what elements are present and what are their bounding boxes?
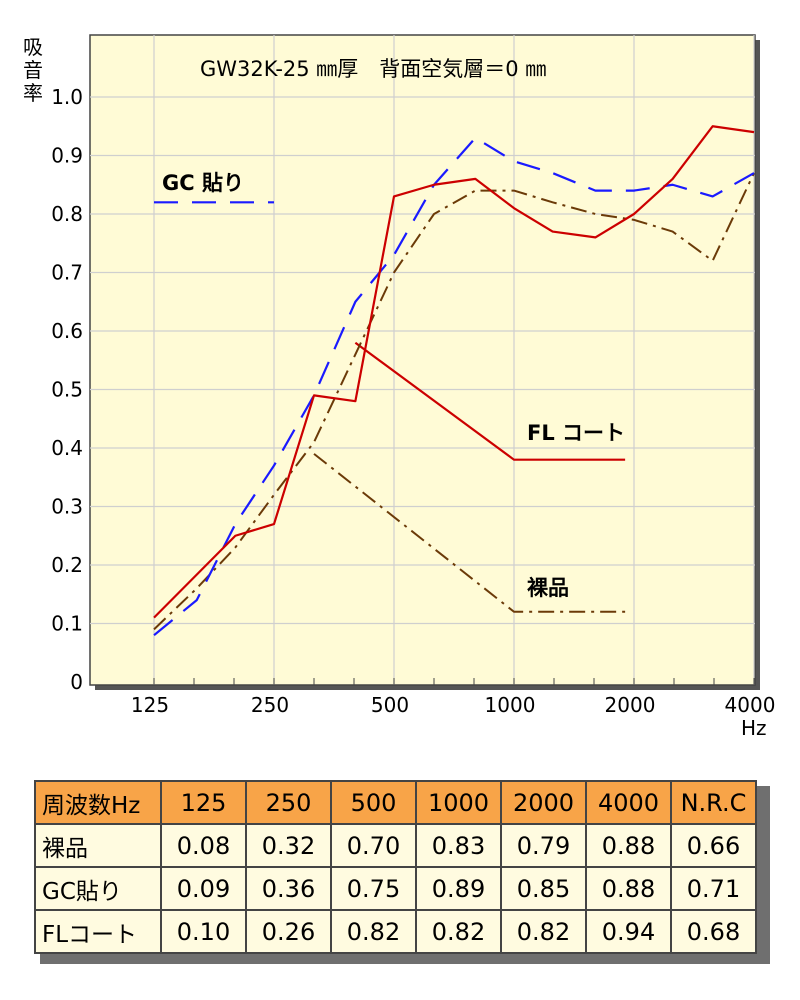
- y-axis-label-char: 率: [23, 81, 43, 105]
- y-axis-label-char: 音: [23, 58, 43, 82]
- row-label: FLコート: [34, 909, 162, 954]
- x-tick-label: 500: [371, 693, 409, 717]
- table-cell: 0.83: [415, 823, 502, 868]
- y-tick-label: 0.9: [51, 144, 83, 168]
- header-cell: 周波数Hz: [34, 780, 162, 825]
- table-cell: 0.08: [160, 823, 247, 868]
- table-cell: 0.68: [670, 909, 757, 954]
- table-cell: 0.71: [670, 866, 757, 911]
- absorption-table: 周波数Hz 125 250 500 1000 2000 4000 N.R.C 裸…: [34, 780, 757, 954]
- series-lines: [153, 125, 755, 637]
- y-axis-label: 吸音率: [22, 36, 44, 105]
- header-cell: 2000: [500, 780, 587, 825]
- table-cell: 0.94: [585, 909, 672, 954]
- x-axis-ticks: 125 250 500 1000 2000 4000: [131, 693, 776, 717]
- y-tick-label: 0.1: [51, 612, 83, 636]
- y-tick-label: 0.5: [51, 378, 83, 402]
- table-header-row: 周波数Hz 125 250 500 1000 2000 4000 N.R.C: [34, 780, 757, 825]
- y-tick-label: 0.2: [51, 553, 83, 577]
- table-cell: 0.70: [330, 823, 417, 868]
- x-tick-label: 1000: [485, 693, 536, 717]
- header-cell: 500: [330, 780, 417, 825]
- table-cell: 0.88: [585, 823, 672, 868]
- y-tick-label: 0: [70, 670, 83, 694]
- table-cell: 0.75: [330, 866, 417, 911]
- table-cell: 0.10: [160, 909, 247, 954]
- x-tick-label: 250: [251, 693, 289, 717]
- table-cell: 0.66: [670, 823, 757, 868]
- table-row: FLコート 0.10 0.26 0.82 0.82 0.82 0.94 0.68: [34, 909, 757, 954]
- y-tick-label: 0.3: [51, 495, 83, 519]
- x-axis-unit: Hz: [741, 716, 767, 740]
- table-cell: 0.82: [415, 909, 502, 954]
- table-row: 裸品 0.08 0.32 0.70 0.83 0.79 0.88 0.66: [34, 823, 757, 868]
- annotation-gc: GC 貼り: [162, 171, 244, 195]
- header-cell: 125: [160, 780, 247, 825]
- y-tick-label: 1.0: [51, 85, 83, 109]
- annotation-bare: 裸品: [527, 576, 569, 600]
- table-cell: 0.36: [245, 866, 332, 911]
- series-line: [153, 125, 755, 619]
- table-cell: 0.85: [500, 866, 587, 911]
- header-cell: 250: [245, 780, 332, 825]
- table-cell: 0.09: [160, 866, 247, 911]
- table-cell: 0.26: [245, 909, 332, 954]
- annotation-fl: FL コート: [527, 421, 625, 445]
- series-line: [153, 136, 755, 637]
- header-cell: N.R.C: [670, 780, 757, 825]
- x-tick-label: 4000: [725, 693, 776, 717]
- table-cell: 0.32: [245, 823, 332, 868]
- row-label: 裸品: [34, 823, 162, 868]
- x-tick-label: 125: [131, 693, 169, 717]
- plot-area: [89, 34, 756, 686]
- annotation-guides: [154, 201, 626, 613]
- table-cell: 0.82: [500, 909, 587, 954]
- header-cell: 1000: [415, 780, 502, 825]
- header-cell: 4000: [585, 780, 672, 825]
- table-cell: 0.88: [585, 866, 672, 911]
- table-row: GC貼り 0.09 0.36 0.75 0.89 0.85 0.88 0.71: [34, 866, 757, 911]
- row-label: GC貼り: [34, 866, 162, 911]
- table-cell: 0.89: [415, 866, 502, 911]
- y-axis-ticks: 0 0.1 0.2 0.3 0.4 0.5 0.6 0.7 0.8 0.9 1.0: [51, 85, 83, 694]
- y-tick-label: 0.8: [51, 202, 83, 226]
- series-line: [153, 172, 755, 631]
- chart-title: GW32K-25 ㎜厚 背面空気層＝0 ㎜: [200, 57, 546, 81]
- annotation-guide-line: [313, 453, 626, 613]
- table-cell: 0.82: [330, 909, 417, 954]
- table-cell: 0.79: [500, 823, 587, 868]
- y-axis-label-char: 吸: [23, 35, 43, 59]
- y-tick-label: 0.4: [51, 436, 83, 460]
- chart: 0 0.1 0.2 0.3 0.4 0.5 0.6 0.7 0.8 0.9 1.0 125 250 50…: [51, 34, 776, 717]
- grid: [90, 35, 755, 685]
- y-tick-label: 0.6: [51, 319, 83, 343]
- annotation-guide-line: [354, 341, 626, 461]
- y-tick-label: 0.7: [51, 261, 83, 285]
- x-tick-label: 2000: [605, 693, 656, 717]
